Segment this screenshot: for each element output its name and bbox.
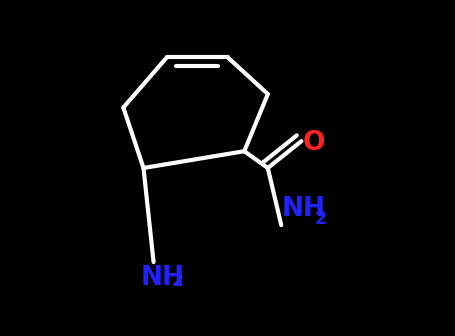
Text: 2: 2 (314, 210, 326, 228)
Text: NH: NH (140, 265, 184, 291)
Text: 2: 2 (172, 272, 184, 290)
Text: O: O (303, 130, 326, 156)
Text: NH: NH (281, 196, 325, 222)
